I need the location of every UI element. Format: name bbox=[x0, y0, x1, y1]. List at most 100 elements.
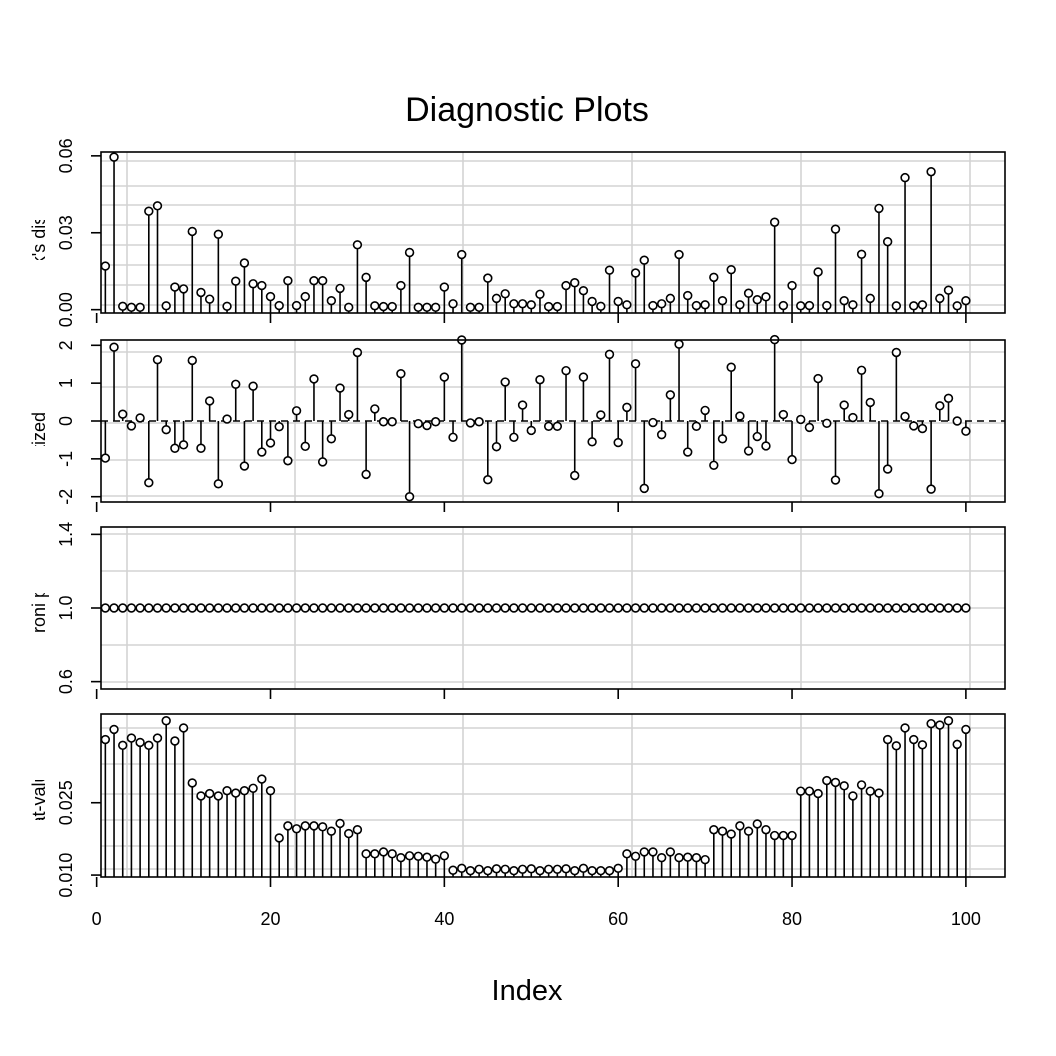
data-point-70 bbox=[700, 300, 710, 310]
data-point-78 bbox=[769, 603, 780, 613]
data-point-80 bbox=[787, 454, 797, 465]
data-point-48 bbox=[509, 603, 519, 613]
data-point-15 bbox=[222, 301, 232, 312]
data-point-52 bbox=[543, 603, 554, 613]
data-point-21 bbox=[274, 833, 284, 843]
data-point-27 bbox=[326, 826, 337, 836]
data-point-57 bbox=[587, 866, 597, 876]
y-tick-label: 0.025 bbox=[56, 780, 76, 825]
data-point-38 bbox=[422, 603, 432, 613]
data-point-29 bbox=[344, 302, 354, 313]
data-point-66 bbox=[665, 847, 676, 857]
data-point-94 bbox=[909, 603, 919, 613]
data-point-64 bbox=[648, 847, 658, 857]
data-point-56 bbox=[578, 285, 589, 296]
data-point-3 bbox=[118, 409, 128, 419]
data-point-38 bbox=[422, 302, 432, 313]
data-point-91 bbox=[882, 603, 893, 613]
data-point-22 bbox=[283, 821, 293, 831]
data-point-60 bbox=[613, 603, 623, 613]
gridlines bbox=[101, 152, 1005, 313]
data-point-89 bbox=[865, 397, 875, 408]
data-point-69 bbox=[691, 603, 702, 613]
data-point-92 bbox=[891, 301, 902, 311]
data-point-14 bbox=[213, 229, 224, 239]
data-point-47 bbox=[500, 377, 510, 387]
data-point-4 bbox=[126, 302, 137, 313]
data-point-39 bbox=[430, 603, 441, 613]
data-point-36 bbox=[404, 492, 415, 502]
data-point-58 bbox=[596, 866, 606, 876]
data-point-73 bbox=[726, 362, 736, 372]
y-tick-label: 0.010 bbox=[56, 853, 76, 898]
data-point-50 bbox=[526, 300, 536, 310]
data-point-19 bbox=[257, 447, 267, 457]
data-point-62 bbox=[630, 603, 641, 613]
data-point-31 bbox=[361, 849, 371, 859]
data-point-74 bbox=[735, 300, 745, 310]
data-point-45 bbox=[483, 273, 493, 283]
data-point-71 bbox=[709, 272, 719, 283]
data-point-82 bbox=[804, 300, 815, 311]
data-point-23 bbox=[291, 300, 302, 311]
data-point-82 bbox=[804, 422, 815, 433]
data-point-72 bbox=[717, 295, 728, 306]
data-point-67 bbox=[674, 603, 684, 613]
data-point-34 bbox=[387, 849, 397, 859]
data-point-65 bbox=[656, 853, 667, 863]
data-point-27 bbox=[326, 434, 337, 444]
data-point-75 bbox=[743, 446, 754, 456]
data-point-28 bbox=[335, 603, 345, 613]
data-point-65 bbox=[656, 429, 667, 440]
data-point-28 bbox=[335, 283, 345, 294]
data-point-51 bbox=[535, 375, 545, 385]
data-point-17 bbox=[239, 785, 250, 796]
data-point-5 bbox=[135, 737, 145, 748]
data-point-83 bbox=[813, 788, 823, 799]
data-point-22 bbox=[283, 603, 293, 613]
data-point-1 bbox=[100, 453, 111, 463]
data-point-97 bbox=[935, 401, 945, 411]
data-point-71 bbox=[709, 603, 719, 613]
data-point-79 bbox=[778, 603, 789, 613]
data-point-47 bbox=[500, 289, 510, 299]
data-point-18 bbox=[248, 381, 258, 391]
data-point-7 bbox=[152, 603, 163, 613]
data-point-84 bbox=[822, 603, 832, 613]
data-point-30 bbox=[352, 240, 363, 250]
data-point-2 bbox=[109, 603, 119, 613]
data-point-35 bbox=[396, 368, 406, 379]
data-point-5 bbox=[135, 302, 145, 313]
data-point-15 bbox=[222, 414, 232, 424]
data-point-33 bbox=[378, 603, 389, 613]
data-point-74 bbox=[735, 411, 745, 421]
data-point-26 bbox=[317, 457, 328, 467]
data-point-50 bbox=[526, 425, 536, 436]
panel-2: -2 -1 0 1 2 Studentized residuals bbox=[29, 334, 1006, 512]
data-point-54 bbox=[561, 280, 571, 291]
data-point-43 bbox=[465, 603, 476, 613]
data-point-6 bbox=[144, 603, 154, 613]
data-point-40 bbox=[439, 851, 450, 861]
panel-4: 0.010 0.025 hat-values bbox=[29, 713, 1006, 898]
data-point-34 bbox=[387, 417, 397, 427]
data-point-84 bbox=[822, 300, 832, 311]
data-point-21 bbox=[274, 421, 284, 432]
data-point-98 bbox=[943, 393, 954, 403]
data-point-59 bbox=[604, 265, 615, 275]
data-point-8 bbox=[161, 716, 171, 726]
data-point-24 bbox=[300, 603, 310, 613]
data-point-46 bbox=[491, 442, 502, 452]
data-point-87 bbox=[848, 412, 858, 423]
data-point-63 bbox=[639, 483, 649, 494]
data-point-44 bbox=[474, 603, 484, 613]
data-point-5 bbox=[135, 413, 145, 423]
data-point-35 bbox=[396, 853, 406, 863]
data-point-56 bbox=[578, 603, 589, 613]
data-point-51 bbox=[535, 289, 545, 299]
data-point-59 bbox=[604, 603, 615, 613]
data-point-3 bbox=[118, 301, 128, 312]
data-point-18 bbox=[248, 279, 258, 289]
data-point-37 bbox=[413, 851, 423, 861]
data-point-23 bbox=[291, 824, 302, 834]
